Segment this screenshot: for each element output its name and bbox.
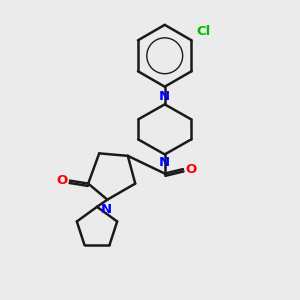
Text: N: N [159,156,170,169]
Text: N: N [159,90,170,103]
Text: O: O [56,174,68,187]
Text: O: O [185,163,197,176]
Text: Cl: Cl [197,25,211,38]
Text: N: N [100,202,112,216]
